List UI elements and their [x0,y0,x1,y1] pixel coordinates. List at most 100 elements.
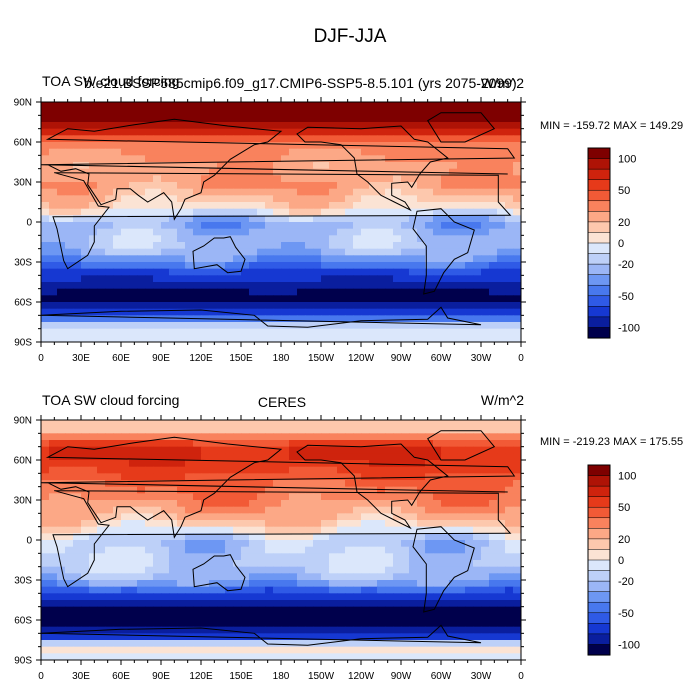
grid-cell [393,175,402,183]
grid-cell [361,308,370,316]
grid-cell [97,248,106,256]
grid-cell [113,228,122,236]
grid-cell [161,426,170,434]
grid-cell [337,268,346,276]
grid-cell [209,302,218,310]
grid-cell [129,466,138,474]
grid-cell [361,228,370,236]
grid-cell [65,460,74,468]
grid-cell [265,520,274,528]
grid-cell [249,426,258,434]
grid-cell [433,135,442,143]
grid-cell [465,466,474,474]
grid-cell [113,486,122,494]
grid-cell [385,540,394,548]
grid-cell [265,426,274,434]
grid-cell [177,453,186,461]
grid-cell [353,108,362,116]
grid-cell [209,122,218,130]
grid-cell [433,315,442,323]
grid-cell [161,620,170,628]
grid-cell [337,520,346,528]
grid-cell [257,500,266,508]
grid-cell [297,248,306,256]
grid-cell [425,566,434,574]
grid-cell [345,302,354,310]
grid-cell [401,175,410,183]
grid-cell [41,328,50,336]
grid-cell [153,255,162,263]
grid-cell [129,640,138,648]
grid-cell [425,235,434,243]
grid-cell [393,480,402,488]
grid-cell [393,308,402,316]
grid-cell [289,626,298,634]
grid-cell [153,195,162,203]
grid-cell [209,600,218,608]
grid-cell [241,586,250,594]
grid-cell [369,526,378,534]
grid-cell [209,242,218,250]
grid-cell [129,262,138,270]
grid-cell [201,275,210,283]
grid-cell [345,102,354,110]
grid-cell [305,446,314,454]
grid-cell [113,122,122,130]
grid-cell [97,222,106,230]
grid-cell [337,295,346,303]
grid-cell [41,486,50,494]
grid-cell [265,128,274,136]
grid-cell [449,268,458,276]
grid-cell [153,433,162,441]
grid-cell [409,520,418,528]
grid-cell [73,540,82,548]
colorbar-swatch [587,475,611,487]
grid-cell [41,613,50,621]
grid-cell [497,182,506,190]
grid-cell [65,426,74,434]
grid-cell [313,600,322,608]
grid-cell [249,613,258,621]
grid-cell [465,302,474,310]
grid-cell [321,466,330,474]
grid-cell [225,593,234,601]
grid-cell [209,480,218,488]
grid-cell [105,195,114,203]
grid-cell [145,162,154,170]
grid-cell [233,546,242,554]
grid-cell [273,466,282,474]
grid-cell [169,553,178,561]
grid-cell [305,162,314,170]
grid-cell [441,315,450,323]
grid-cell [513,560,521,568]
grid-cell [345,613,354,621]
grid-cell [57,228,66,236]
grid-cell [177,566,186,574]
grid-cell [265,526,274,534]
grid-cell [297,473,306,481]
grid-cell [441,546,450,554]
grid-cell [481,466,490,474]
grid-cell [401,182,410,190]
grid-cell [137,613,146,621]
grid-cell [81,308,90,316]
grid-cell [177,295,186,303]
grid-cell [265,420,274,428]
grid-cell [97,633,106,641]
grid-cell [241,480,250,488]
grid-cell [465,633,474,641]
grid-cell [161,202,170,210]
grid-cell [449,513,458,521]
grid-cell [97,593,106,601]
grid-cell [297,268,306,276]
grid-cell [353,322,362,330]
grid-cell [57,155,66,163]
grid-cell [81,493,90,501]
grid-cell [49,335,58,342]
grid-cell [41,102,50,110]
grid-cell [489,553,498,561]
grid-cell [385,322,394,330]
grid-cell [457,646,466,654]
grid-cell [441,460,450,468]
grid-cell [57,202,66,210]
